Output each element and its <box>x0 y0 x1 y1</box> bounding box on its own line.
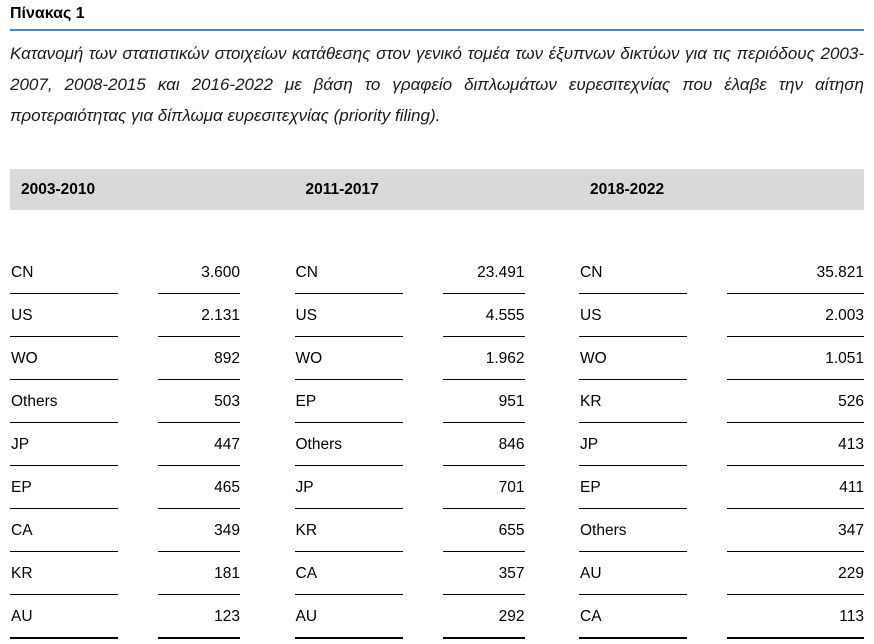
period-group-2003-2010: CN 3.600 US 2.131 WO 892 Others 503 JP 447 EP 465 CA… <box>10 251 240 639</box>
filings-count-cell: 2.003 <box>727 294 864 337</box>
office-code-cell: JP <box>579 423 687 466</box>
office-code-cell: KR <box>10 552 118 595</box>
period-header-2003-2010: 2003-2010 <box>21 181 96 198</box>
table-caption: Κατανομή των στατιστικών στοιχείων κατάθ… <box>10 44 864 125</box>
filings-count-cell: 292 <box>442 595 525 639</box>
filings-count-cell: 347 <box>727 509 864 552</box>
office-code-cell: KR <box>579 380 687 423</box>
filings-count-cell: 2.131 <box>158 294 240 337</box>
period-group-2018-2022: CN 35.821 US 2.003 WO 1.051 KR 526 JP 413 EP 411 Oth… <box>579 251 864 639</box>
filings-count-cell: 503 <box>158 380 240 423</box>
filings-count-cell: 181 <box>158 552 240 595</box>
filings-count-cell: 4.555 <box>442 294 525 337</box>
table-row: JP 413 <box>579 423 864 466</box>
table-title: Πίνακας 1 <box>10 5 85 22</box>
filings-count-cell: 465 <box>158 466 240 509</box>
table-row: CN 3.600 <box>10 251 240 294</box>
table-row: Others 347 <box>579 509 864 552</box>
office-code-cell: Others <box>10 380 118 423</box>
filings-count-cell: 951 <box>442 380 525 423</box>
table-row: US 4.555 <box>294 294 525 337</box>
filings-count-cell: 701 <box>442 466 525 509</box>
office-code-cell: JP <box>10 423 118 466</box>
period-group-2011-2017: CN 23.491 US 4.555 WO 1.962 EP 951 Others 846 JP 70… <box>294 251 525 639</box>
table-row: AU 229 <box>579 552 864 595</box>
table-row: EP 465 <box>10 466 240 509</box>
table-row: AU 292 <box>294 595 525 639</box>
table-row: WO 1.962 <box>294 337 525 380</box>
table-row: WO 1.051 <box>579 337 864 380</box>
office-code-cell: AU <box>294 595 403 639</box>
table-row: KR 526 <box>579 380 864 423</box>
filings-count-cell: 892 <box>158 337 240 380</box>
office-code-cell: CN <box>10 251 118 294</box>
office-code-cell: Others <box>579 509 687 552</box>
filings-count-cell: 1.962 <box>442 337 525 380</box>
table-row: JP 701 <box>294 466 525 509</box>
office-code-cell: CA <box>294 552 403 595</box>
office-code-cell: EP <box>294 380 403 423</box>
filings-count-cell: 3.600 <box>158 251 240 294</box>
office-code-cell: WO <box>10 337 118 380</box>
period-header-2011-2017: 2011-2017 <box>305 181 379 198</box>
table-row: JP 447 <box>10 423 240 466</box>
filings-count-cell: 1.051 <box>727 337 864 380</box>
office-code-cell: CA <box>10 509 118 552</box>
table-row: CA 113 <box>579 595 864 639</box>
office-code-cell: KR <box>294 509 403 552</box>
filings-count-cell: 655 <box>442 509 525 552</box>
table-row: US 2.003 <box>579 294 864 337</box>
office-code-cell: WO <box>579 337 687 380</box>
filings-count-cell: 35.821 <box>727 251 864 294</box>
filings-count-cell: 349 <box>158 509 240 552</box>
office-code-cell: Others <box>294 423 403 466</box>
filings-count-cell: 447 <box>158 423 240 466</box>
filings-count-cell: 123 <box>158 595 240 639</box>
office-code-cell: EP <box>579 466 687 509</box>
table-row: CA 349 <box>10 509 240 552</box>
table-row: KR 655 <box>294 509 525 552</box>
filings-count-cell: 526 <box>727 380 864 423</box>
filings-count-cell: 23.491 <box>442 251 525 294</box>
table-row: AU 123 <box>10 595 240 639</box>
filings-count-cell: 413 <box>727 423 864 466</box>
period-header-row: 2003-2010 2011-2017 2018-2022 <box>10 169 864 210</box>
office-code-cell: JP <box>294 466 403 509</box>
filings-count-cell: 411 <box>727 466 864 509</box>
office-code-cell: US <box>10 294 118 337</box>
office-code-cell: AU <box>579 552 687 595</box>
table-row: EP 411 <box>579 466 864 509</box>
table-row: Others 846 <box>294 423 525 466</box>
office-code-cell: US <box>579 294 687 337</box>
office-code-cell: US <box>294 294 403 337</box>
table-row: CN 23.491 <box>294 251 525 294</box>
filings-count-cell: 846 <box>442 423 525 466</box>
office-code-cell: CA <box>579 595 687 639</box>
table-row: CN 35.821 <box>579 251 864 294</box>
office-code-cell: AU <box>10 595 118 639</box>
table-body: CN 3.600 US 2.131 WO 892 Others 503 JP 447 EP 465 CA… <box>10 251 864 639</box>
title-underline-rule <box>10 29 864 31</box>
table-row: US 2.131 <box>10 294 240 337</box>
table-row: EP 951 <box>294 380 525 423</box>
office-code-cell: WO <box>294 337 403 380</box>
filings-count-cell: 357 <box>442 552 525 595</box>
office-code-cell: CN <box>579 251 687 294</box>
filings-count-cell: 229 <box>727 552 864 595</box>
filings-count-cell: 113 <box>727 595 864 639</box>
table-row: CA 357 <box>294 552 525 595</box>
table-row: KR 181 <box>10 552 240 595</box>
table-row: Others 503 <box>10 380 240 423</box>
office-code-cell: CN <box>294 251 403 294</box>
office-code-cell: EP <box>10 466 118 509</box>
table-row: WO 892 <box>10 337 240 380</box>
period-header-2018-2022: 2018-2022 <box>590 181 665 198</box>
